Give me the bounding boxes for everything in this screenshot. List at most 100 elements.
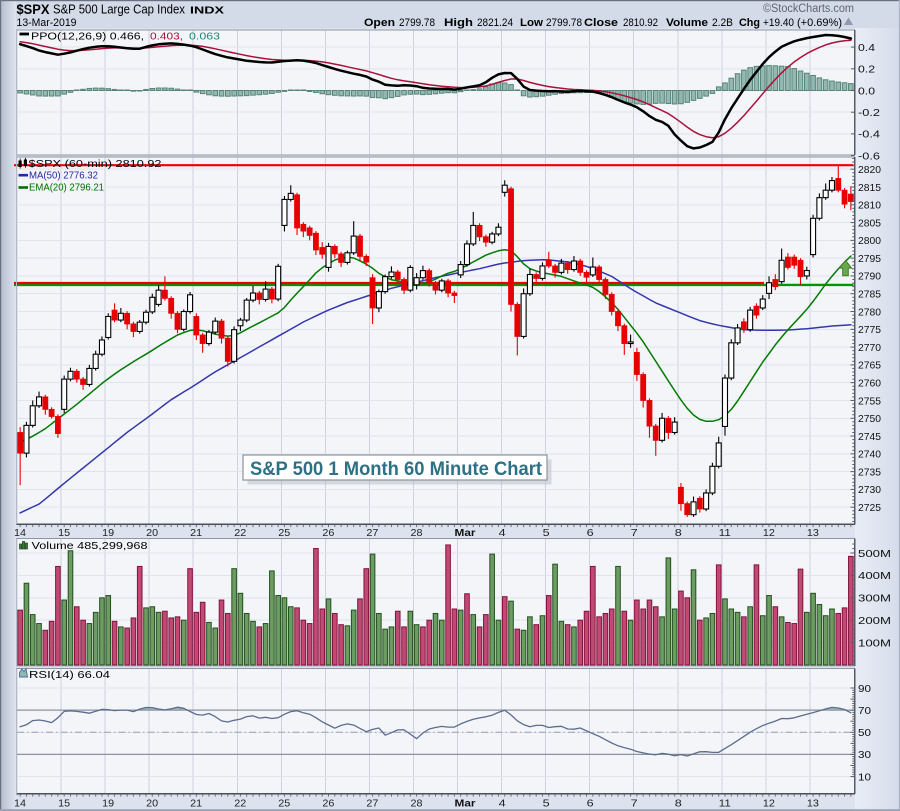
svg-text:19: 19	[102, 798, 114, 810]
svg-text:2730: 2730	[858, 484, 881, 496]
svg-text:28: 28	[411, 527, 423, 539]
svg-text:20: 20	[146, 527, 158, 539]
svg-text:Volume 485,299,968: Volume 485,299,968	[32, 540, 148, 552]
svg-text:11: 11	[719, 527, 731, 539]
svg-text:2810.92: 2810.92	[623, 17, 658, 29]
svg-text:27: 27	[366, 798, 378, 810]
svg-text:500M: 500M	[858, 548, 891, 560]
svg-text:19: 19	[102, 527, 114, 539]
svg-text:©StockCharts.com: ©StockCharts.com	[763, 3, 854, 15]
svg-text:2740: 2740	[858, 449, 881, 461]
svg-text:400M: 400M	[858, 570, 891, 582]
svg-text:15: 15	[58, 798, 70, 810]
svg-text:Volume: Volume	[666, 17, 708, 29]
svg-text:-0.6: -0.6	[858, 150, 880, 162]
svg-text:2815: 2815	[858, 182, 881, 194]
svg-text:12: 12	[763, 527, 775, 539]
svg-text:25: 25	[278, 527, 290, 539]
svg-text:50: 50	[858, 727, 871, 739]
svg-text:20: 20	[146, 798, 158, 810]
svg-text:2820: 2820	[858, 164, 881, 176]
svg-text:8: 8	[675, 527, 682, 539]
svg-text:Mar: Mar	[455, 798, 476, 810]
svg-text:$SPX (60-min) 2810.92: $SPX (60-min) 2810.92	[29, 158, 162, 170]
svg-text:7: 7	[631, 798, 638, 810]
svg-text:0.403,: 0.403,	[150, 30, 183, 42]
svg-text:27: 27	[366, 527, 378, 539]
svg-text:14: 14	[14, 527, 26, 539]
svg-text:(+0.69%): (+0.69%)	[797, 17, 842, 29]
svg-text:-0.2: -0.2	[858, 107, 880, 119]
svg-text:-0.4: -0.4	[858, 129, 880, 141]
svg-text:4: 4	[499, 798, 506, 810]
svg-text:2780: 2780	[858, 306, 881, 318]
svg-text:300M: 300M	[858, 593, 891, 605]
svg-text:2760: 2760	[858, 378, 881, 390]
svg-text:2750: 2750	[858, 413, 881, 425]
svg-text:0.4: 0.4	[858, 42, 875, 54]
svg-text:25: 25	[278, 798, 290, 810]
svg-text:2745: 2745	[858, 431, 881, 443]
svg-text:30: 30	[858, 749, 871, 761]
svg-text:2790: 2790	[858, 271, 881, 283]
svg-text:70: 70	[858, 705, 871, 717]
svg-text:4: 4	[499, 527, 506, 539]
svg-text:2735: 2735	[858, 466, 881, 478]
svg-text:28: 28	[411, 798, 423, 810]
svg-text:26: 26	[322, 527, 334, 539]
svg-text:S&P 500 1 Month 60 Minute Char: S&P 500 1 Month 60 Minute Chart	[250, 459, 543, 480]
svg-text:90: 90	[858, 683, 871, 695]
svg-text:$SPX: $SPX	[17, 2, 50, 17]
svg-text:13: 13	[807, 527, 819, 539]
svg-text:2821.24: 2821.24	[477, 17, 513, 29]
svg-text:26: 26	[322, 798, 334, 810]
svg-text:2810: 2810	[858, 200, 881, 212]
svg-text:7: 7	[631, 527, 638, 539]
svg-text:Close: Close	[584, 17, 618, 29]
svg-text:6: 6	[587, 527, 594, 539]
svg-text:2765: 2765	[858, 360, 881, 372]
svg-text:2755: 2755	[858, 395, 881, 407]
svg-text:100M: 100M	[858, 637, 891, 649]
svg-text:6: 6	[587, 798, 594, 810]
svg-text:RSI(14) 66.04: RSI(14) 66.04	[29, 669, 110, 681]
svg-text:INDX: INDX	[190, 5, 224, 17]
svg-text:13: 13	[807, 798, 819, 810]
svg-text:Chg: Chg	[739, 17, 760, 29]
svg-text:High: High	[444, 17, 473, 29]
svg-text:0.2: 0.2	[858, 64, 875, 76]
svg-text:11: 11	[719, 798, 731, 810]
svg-text:200M: 200M	[858, 615, 891, 627]
svg-text:8: 8	[675, 798, 682, 810]
svg-text:21: 21	[190, 798, 202, 810]
svg-text:0.063: 0.063	[189, 30, 220, 42]
svg-text:15: 15	[58, 527, 70, 539]
svg-text:Mar: Mar	[455, 527, 476, 539]
svg-text:2799.78: 2799.78	[399, 17, 435, 29]
svg-text:5: 5	[543, 527, 550, 539]
svg-text:2799.78: 2799.78	[546, 17, 582, 29]
svg-text:2795: 2795	[858, 253, 881, 265]
svg-text:2770: 2770	[858, 342, 881, 354]
svg-text:22: 22	[234, 798, 246, 810]
svg-text:2785: 2785	[858, 289, 881, 301]
svg-text:5: 5	[543, 798, 550, 810]
svg-text:MA(50) 2776.32: MA(50) 2776.32	[29, 169, 98, 181]
svg-text:Open: Open	[364, 17, 395, 29]
svg-text:2805: 2805	[858, 217, 881, 229]
svg-text:EMA(20) 2796.21: EMA(20) 2796.21	[29, 182, 104, 194]
svg-text:2800: 2800	[858, 235, 881, 247]
svg-text:21: 21	[190, 527, 202, 539]
svg-text:S&P 500 Large Cap Index: S&P 500 Large Cap Index	[53, 3, 186, 17]
svg-text:14: 14	[14, 798, 26, 810]
svg-text:22: 22	[234, 527, 246, 539]
svg-text:Low: Low	[520, 17, 543, 29]
svg-text:2725: 2725	[858, 502, 881, 514]
svg-text:10: 10	[858, 771, 871, 783]
svg-text:12: 12	[763, 798, 775, 810]
svg-text:2775: 2775	[858, 324, 881, 336]
svg-text:PPO(12,26,9) 0.466,: PPO(12,26,9) 0.466,	[31, 30, 144, 42]
svg-text:13-Mar-2019: 13-Mar-2019	[17, 17, 77, 29]
svg-text:+19.40: +19.40	[763, 17, 794, 29]
svg-text:2.2B: 2.2B	[712, 17, 733, 29]
